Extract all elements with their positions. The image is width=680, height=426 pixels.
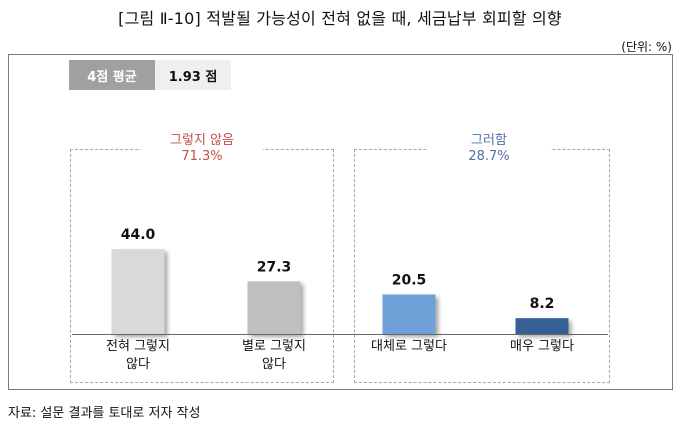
category-label-4: 매우 그렇다 bbox=[510, 339, 574, 354]
group-name-agree: 그러함 bbox=[471, 133, 507, 148]
group-total-disagree: 71.3% bbox=[181, 149, 223, 164]
bar-4 bbox=[515, 318, 569, 334]
chart-frame bbox=[8, 54, 673, 390]
category-label-2: 별로 그렇지 않다 bbox=[242, 339, 306, 372]
group-title-agree: 그러함 28.7% bbox=[428, 133, 550, 165]
bar-value-label-2: 27.3 bbox=[257, 259, 292, 275]
category-label-1: 전혀 그렇지 않다 bbox=[106, 339, 170, 372]
category-label-3: 대체로 그렇다 bbox=[371, 339, 447, 354]
unit-label: (단위: %) bbox=[621, 40, 672, 54]
bar-3 bbox=[382, 294, 436, 334]
average-value: 1.93 점 bbox=[155, 60, 231, 90]
chart-title: [그림 Ⅱ-10] 적발될 가능성이 전혀 없을 때, 세금납부 회피할 의향 bbox=[118, 9, 562, 28]
bar-value-label-1: 44.0 bbox=[121, 227, 156, 243]
group-name-disagree: 그렇지 않음 bbox=[170, 133, 234, 148]
average-box: 4점 평균 1.93 점 bbox=[69, 60, 231, 90]
group-total-agree: 28.7% bbox=[468, 149, 510, 164]
source-note: 자료: 설문 결과를 토대로 저자 작성 bbox=[8, 406, 201, 421]
group-title-disagree: 그렇지 않음 71.3% bbox=[141, 133, 263, 165]
average-label: 4점 평균 bbox=[69, 60, 155, 90]
bar-1 bbox=[111, 249, 165, 334]
bar-value-label-4: 8.2 bbox=[530, 296, 555, 312]
bar-value-label-3: 20.5 bbox=[392, 272, 427, 288]
bar-2 bbox=[247, 281, 301, 334]
